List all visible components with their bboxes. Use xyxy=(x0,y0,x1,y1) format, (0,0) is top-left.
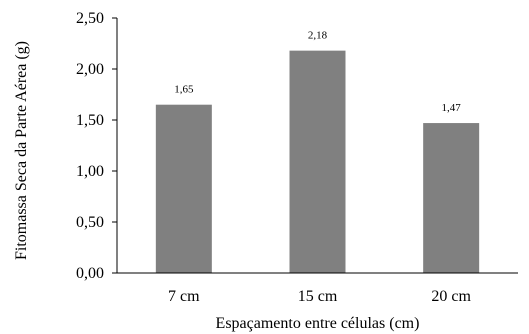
data-labels-group: 1,65 2,18 1,47 xyxy=(174,30,461,114)
bar-data-label: 1,47 xyxy=(442,102,462,114)
bar-data-label: 1,65 xyxy=(174,84,194,96)
bar xyxy=(423,123,480,273)
y-tick-label: 0,50 xyxy=(76,214,104,231)
x-tick-label: 7 cm xyxy=(168,288,200,305)
bar xyxy=(289,50,346,273)
bars-group xyxy=(155,50,480,273)
y-tick-label: 1,50 xyxy=(76,112,104,129)
y-axis-ticks: 0,00 0,50 1,00 1,50 2,00 2,50 xyxy=(76,10,117,282)
x-axis-ticks: 7 cm 15 cm 20 cm xyxy=(168,288,471,305)
y-tick-label: 2,00 xyxy=(76,61,104,78)
y-tick-label: 0,00 xyxy=(76,265,104,282)
x-axis-title: Espaçamento entre células (cm) xyxy=(216,315,420,332)
x-tick-label: 20 cm xyxy=(431,288,471,305)
y-tick-label: 1,00 xyxy=(76,163,104,180)
bar-data-label: 2,18 xyxy=(308,30,328,42)
bar xyxy=(155,104,212,273)
y-tick-label: 2,50 xyxy=(76,10,104,27)
y-axis-title: Fitomassa Seca da Parte Aérea (g) xyxy=(13,41,30,260)
x-tick-label: 15 cm xyxy=(298,288,338,305)
